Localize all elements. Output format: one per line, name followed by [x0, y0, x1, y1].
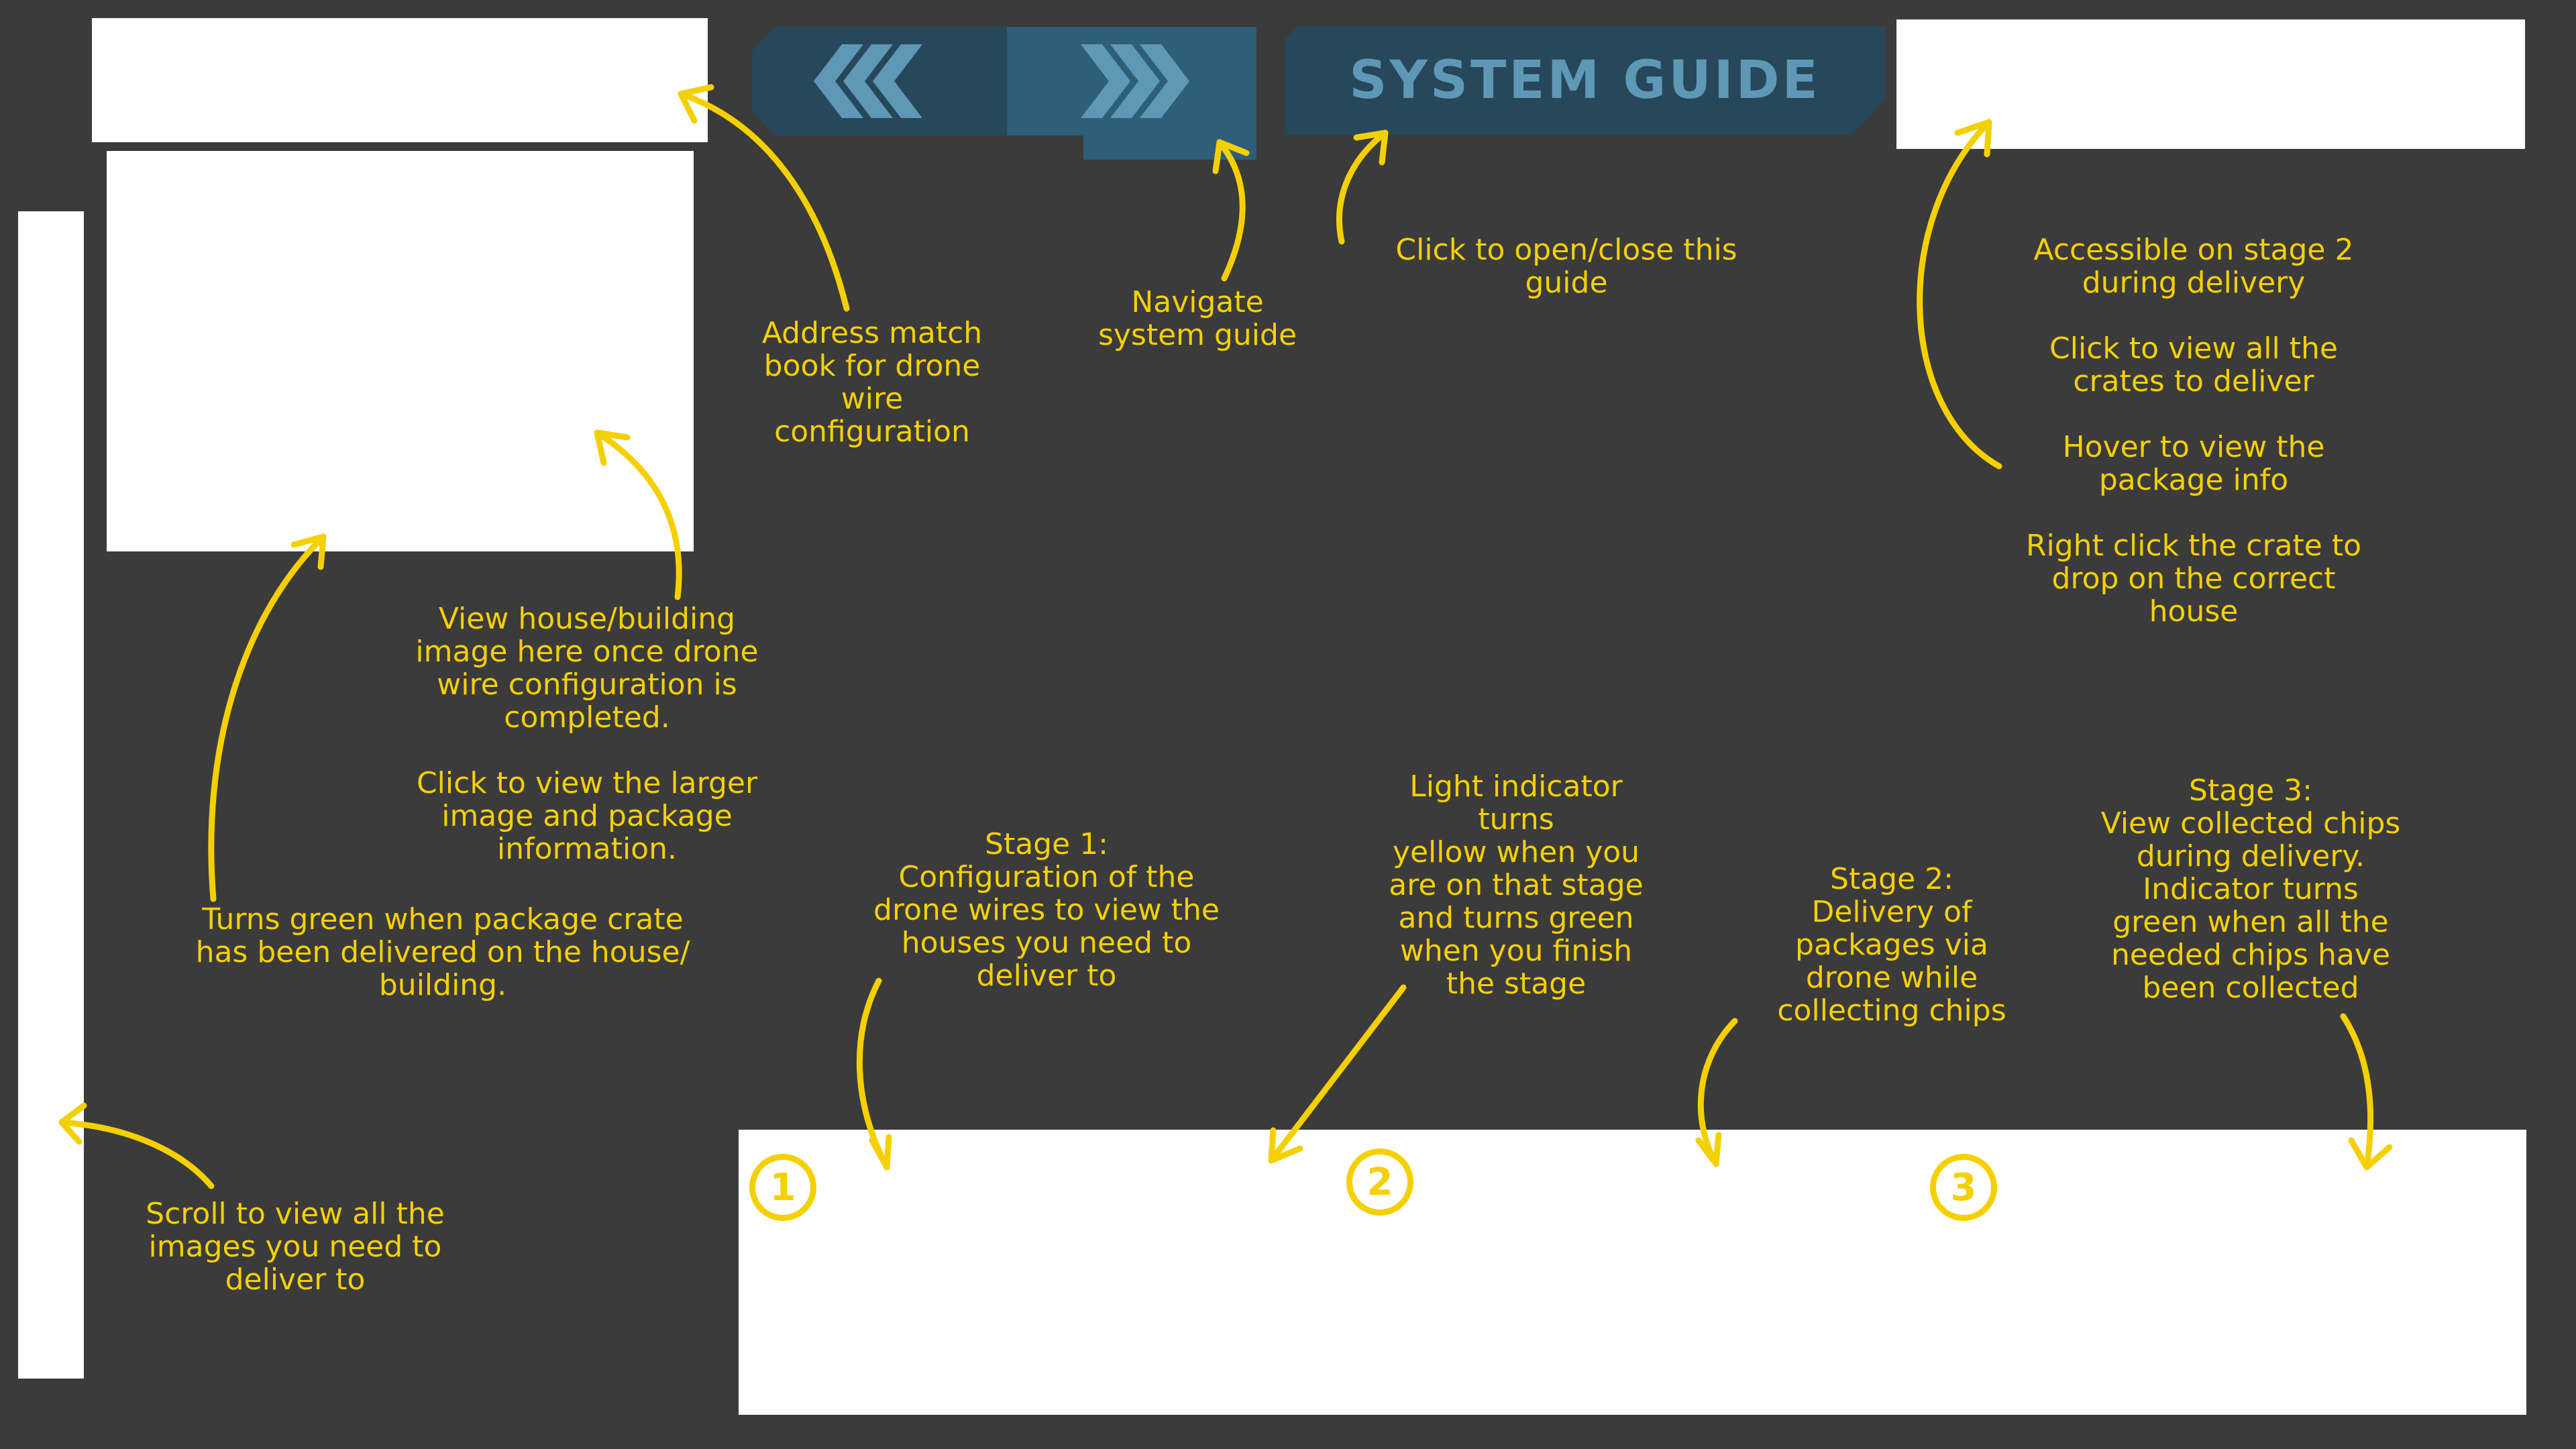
stage-1-note: Stage 1: Configuration of the drone wire… [873, 827, 1220, 993]
scroll-note: Scroll to view all the images you need t… [146, 1197, 445, 1297]
delivered-note: Turns green when package crate has been … [195, 902, 690, 1002]
house-image-note: View house/building image here once dron… [415, 602, 759, 866]
arrow-scroll [58, 1102, 215, 1189]
nav-next-button[interactable] [1007, 27, 1256, 160]
crates-panel[interactable] [1896, 19, 2525, 149]
stage-2-note: Stage 2: Delivery of packages via drone … [1777, 862, 2006, 1028]
address-book-note: Address match book for drone wire config… [761, 316, 983, 449]
system-guide-title: SYSTEM GUIDE [1349, 50, 1821, 111]
stage-3-indicator: 3 [1930, 1154, 1997, 1221]
light-indicator-note: Light indicator turns yellow when you ar… [1389, 769, 1644, 1001]
house-image-panel[interactable] [107, 151, 694, 551]
open-close-note: Click to open/close this guide [1395, 233, 1737, 300]
arrow-delivered [208, 533, 327, 902]
delivery-images-scroll-strip[interactable] [18, 211, 84, 1379]
stage-progress-bar [739, 1130, 2526, 1415]
stage-2-indicator: 2 [1346, 1148, 1413, 1216]
stage-2-number: 2 [1366, 1160, 1393, 1204]
navigate-note: Navigate system guide [1097, 285, 1297, 352]
stage-3-note: Stage 3: View collected chips during del… [2100, 773, 2401, 1005]
stage-1-indicator: 1 [749, 1154, 816, 1221]
arrow-open-close [1336, 129, 1389, 245]
stage-1-number: 1 [769, 1165, 796, 1210]
triple-chevron-right-icon [1081, 44, 1189, 118]
nav-button-group [752, 27, 1256, 160]
system-guide-toggle-button[interactable]: SYSTEM GUIDE [1285, 26, 1885, 135]
address-match-book-panel[interactable] [92, 18, 708, 142]
stage-3-number: 3 [1950, 1165, 1977, 1210]
system-guide-tab-shape [1285, 26, 1885, 135]
nav-prev-button[interactable] [752, 27, 1007, 136]
crates-note: Accessible on stage 2 during delivery Cl… [2025, 233, 2362, 629]
